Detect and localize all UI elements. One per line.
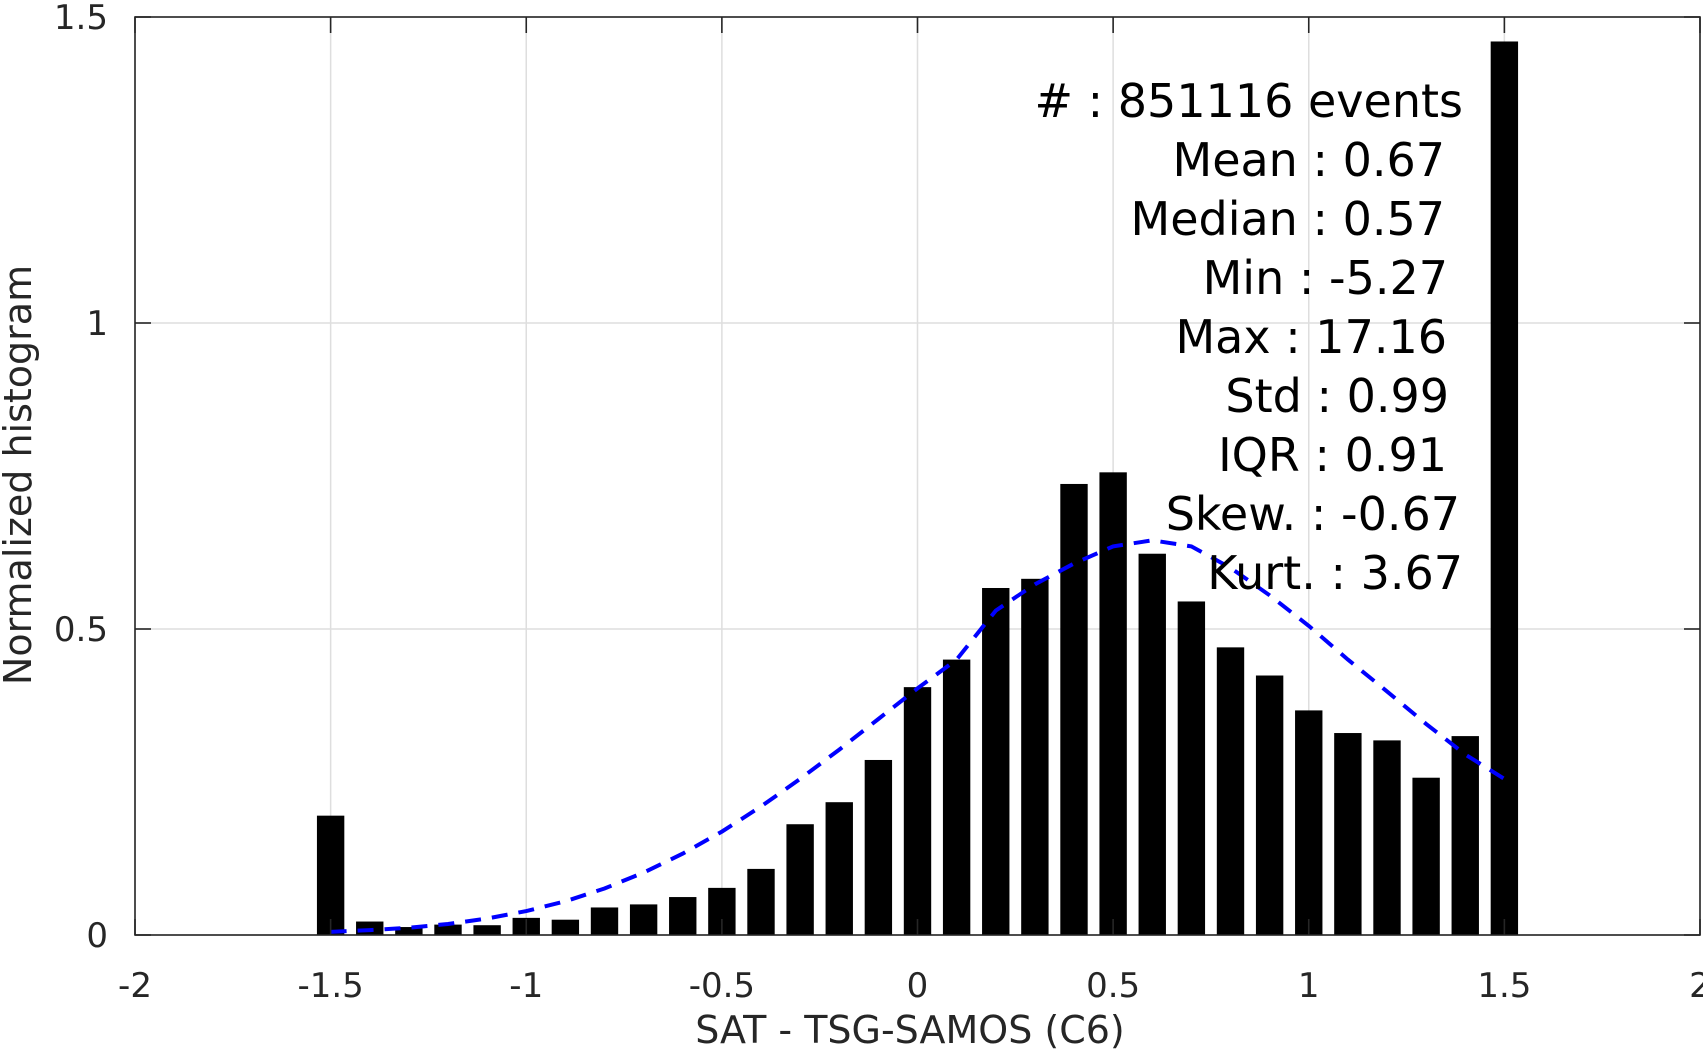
x-tick-label: -0.5: [689, 966, 755, 1006]
stat-line: Std : 0.99: [1225, 369, 1449, 423]
x-tick-label: 0: [907, 966, 929, 1006]
y-axis-tick-labels: 0 0.5 1 1.5: [54, 0, 108, 956]
histogram-bar: [1373, 740, 1401, 935]
x-axis-label: SAT - TSG-SAMOS (C6): [695, 1008, 1125, 1052]
x-axis-tick-labels: -2 -1.5 -1 -0.5 0 0.5 1 1.5 2: [118, 966, 1703, 1006]
stat-line: Mean : 0.67: [1173, 133, 1446, 187]
histogram-bar: [1060, 483, 1088, 935]
stat-line: # : 851116 events: [1035, 74, 1464, 128]
histogram-bar: [1295, 710, 1323, 935]
histogram-bar: [903, 687, 932, 935]
histogram-bar: [590, 907, 619, 935]
histogram-bar: [551, 919, 580, 935]
x-tick-label: 2: [1689, 966, 1703, 1006]
y-axis-label: Normalized histogram: [0, 265, 40, 685]
x-tick-label: -1.5: [297, 966, 363, 1006]
histogram-bar: [942, 659, 971, 935]
histogram-bar: [825, 802, 853, 935]
fit-curve: [330, 538, 1506, 934]
y-tick-label: 1.5: [54, 0, 108, 38]
y-tick-label: 1: [86, 304, 108, 344]
histogram-bar: [982, 587, 1010, 935]
axis-ticks: [134, 16, 1701, 936]
histogram-bar: [1451, 736, 1479, 935]
histogram-bar: [316, 815, 345, 935]
x-tick-label: -1: [509, 966, 543, 1006]
x-tick-label: 1: [1298, 966, 1320, 1006]
histogram-bar: [1412, 777, 1440, 935]
histogram-bar: [1177, 601, 1206, 935]
y-tick-label: 0.5: [54, 610, 108, 650]
stat-line: Min : -5.27: [1203, 251, 1448, 305]
x-tick-label: -2: [118, 966, 152, 1006]
stat-line: Median : 0.57: [1131, 192, 1445, 246]
histogram-bar: [747, 868, 775, 935]
histogram-bar: [864, 759, 893, 935]
stat-line: Max : 17.16: [1175, 310, 1447, 364]
histogram-bar: [1021, 578, 1049, 935]
histogram-bar: [1490, 41, 1519, 936]
x-tick-label: 0.5: [1086, 966, 1140, 1006]
histogram-bar: [1138, 553, 1166, 935]
stat-line: Kurt. : 3.67: [1207, 546, 1463, 600]
histogram-bar: [1334, 733, 1362, 935]
x-tick-label: 1.5: [1477, 966, 1531, 1006]
histogram-bar: [1255, 675, 1284, 935]
y-tick-label: 0: [86, 916, 108, 956]
histogram-bar: [629, 904, 658, 935]
stat-line: IQR : 0.91: [1218, 428, 1447, 482]
histogram-bar: [1216, 647, 1245, 935]
histogram-bar: [395, 927, 423, 935]
histogram-bar: [1099, 472, 1127, 935]
histogram-bar: [434, 924, 462, 935]
histogram-bar: [669, 897, 697, 935]
stat-line: Skew. : -0.67: [1166, 487, 1460, 541]
histogram-bar: [786, 824, 814, 935]
histogram-bar: [473, 925, 501, 935]
